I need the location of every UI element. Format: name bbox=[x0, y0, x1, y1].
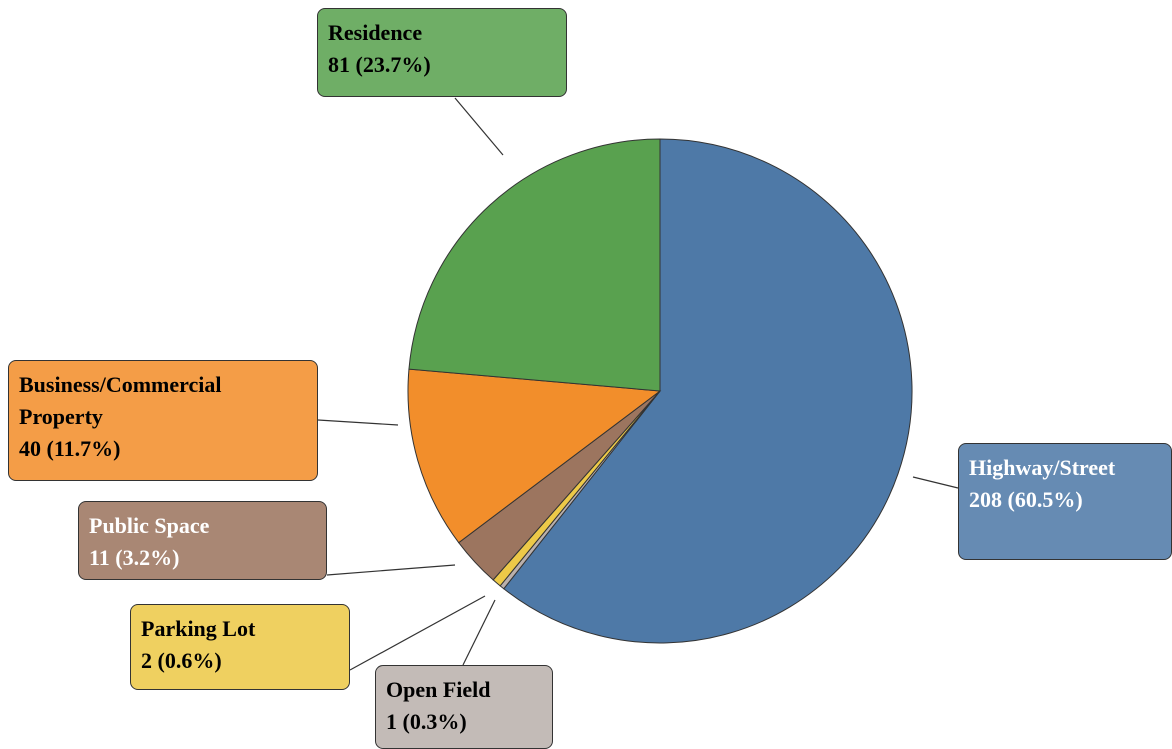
category-name: Parking Lot bbox=[141, 616, 256, 641]
value-label: 11 (3.2%) bbox=[89, 545, 180, 570]
pie-slice bbox=[408, 138, 661, 392]
value-label: 1 (0.3%) bbox=[386, 709, 467, 734]
slice-label: Business/Commercial Property 40 (11.7%) bbox=[8, 360, 318, 481]
slice-label: Open Field 1 (0.3%) bbox=[375, 665, 553, 749]
category-name: Public Space bbox=[89, 513, 210, 538]
leader-line bbox=[912, 476, 959, 489]
value-label: 208 (60.5%) bbox=[969, 487, 1083, 512]
category-name: Residence bbox=[328, 20, 423, 45]
slice-label: Residence 81 (23.7%) bbox=[317, 8, 567, 97]
slice-label: Parking Lot 2 (0.6%) bbox=[130, 604, 350, 690]
leader-line bbox=[462, 599, 496, 666]
value-label: 2 (0.6%) bbox=[141, 648, 222, 673]
category-name: Highway/Street bbox=[969, 455, 1116, 480]
category-name: Business/Commercial Property bbox=[19, 372, 222, 429]
category-name: Open Field bbox=[386, 677, 491, 702]
pie-slice bbox=[407, 368, 662, 544]
value-label: 81 (23.7%) bbox=[328, 52, 431, 77]
leader-line bbox=[317, 419, 399, 426]
value-label: 40 (11.7%) bbox=[19, 436, 121, 461]
pie-slice bbox=[503, 138, 913, 644]
leader-line bbox=[349, 595, 486, 671]
leader-line bbox=[326, 564, 456, 576]
leader-line bbox=[454, 97, 504, 156]
slice-label: Public Space 11 (3.2%) bbox=[78, 501, 327, 580]
slice-label: Highway/Street 208 (60.5%) bbox=[958, 443, 1172, 560]
